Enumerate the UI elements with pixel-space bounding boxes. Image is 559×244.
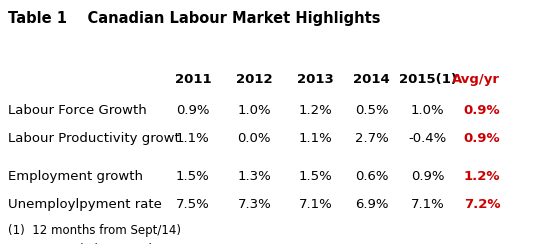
Text: 1.1%: 1.1% <box>176 132 210 145</box>
Text: 2013: 2013 <box>297 73 334 86</box>
Text: Labour Productivity growt: Labour Productivity growt <box>8 132 180 145</box>
Text: 1.0%: 1.0% <box>238 104 271 117</box>
Text: 7.1%: 7.1% <box>411 198 444 211</box>
Text: Unemploylpyment rate: Unemploylpyment rate <box>8 198 162 211</box>
Text: -0.4%: -0.4% <box>409 132 447 145</box>
Text: 1.0%: 1.0% <box>411 104 444 117</box>
Text: Labour Force Growth: Labour Force Growth <box>8 104 147 117</box>
Text: 7.3%: 7.3% <box>238 198 271 211</box>
Text: 0.6%: 0.6% <box>355 170 389 183</box>
Text: 1.1%: 1.1% <box>299 132 333 145</box>
Text: 1.5%: 1.5% <box>176 170 210 183</box>
Text: 2011: 2011 <box>174 73 211 86</box>
Text: 1.2%: 1.2% <box>299 104 333 117</box>
Text: 0.5%: 0.5% <box>355 104 389 117</box>
Text: 7.5%: 7.5% <box>176 198 210 211</box>
Text: 1.5%: 1.5% <box>299 170 333 183</box>
Text: 0.9%: 0.9% <box>463 132 500 145</box>
Text: 1.2%: 1.2% <box>464 170 500 183</box>
Text: 0.9%: 0.9% <box>463 104 500 117</box>
Text: 2015(1): 2015(1) <box>399 73 457 86</box>
Text: Avg/yr: Avg/yr <box>452 73 500 86</box>
Text: 0.9%: 0.9% <box>176 104 210 117</box>
Text: 6.9%: 6.9% <box>355 198 389 211</box>
Text: Table 1    Canadian Labour Market Highlights: Table 1 Canadian Labour Market Highlight… <box>8 11 381 26</box>
Text: Source: Statistics Canada: Source: Statistics Canada <box>8 243 159 244</box>
Text: (1)  12 months from Sept/14): (1) 12 months from Sept/14) <box>8 224 181 237</box>
Text: 2.7%: 2.7% <box>355 132 389 145</box>
Text: 2012: 2012 <box>236 73 273 86</box>
Text: 7.1%: 7.1% <box>299 198 333 211</box>
Text: 7.2%: 7.2% <box>464 198 500 211</box>
Text: 2014: 2014 <box>353 73 390 86</box>
Text: 0.9%: 0.9% <box>411 170 444 183</box>
Text: Employment growth: Employment growth <box>8 170 144 183</box>
Text: 0.0%: 0.0% <box>238 132 271 145</box>
Text: 1.3%: 1.3% <box>238 170 271 183</box>
